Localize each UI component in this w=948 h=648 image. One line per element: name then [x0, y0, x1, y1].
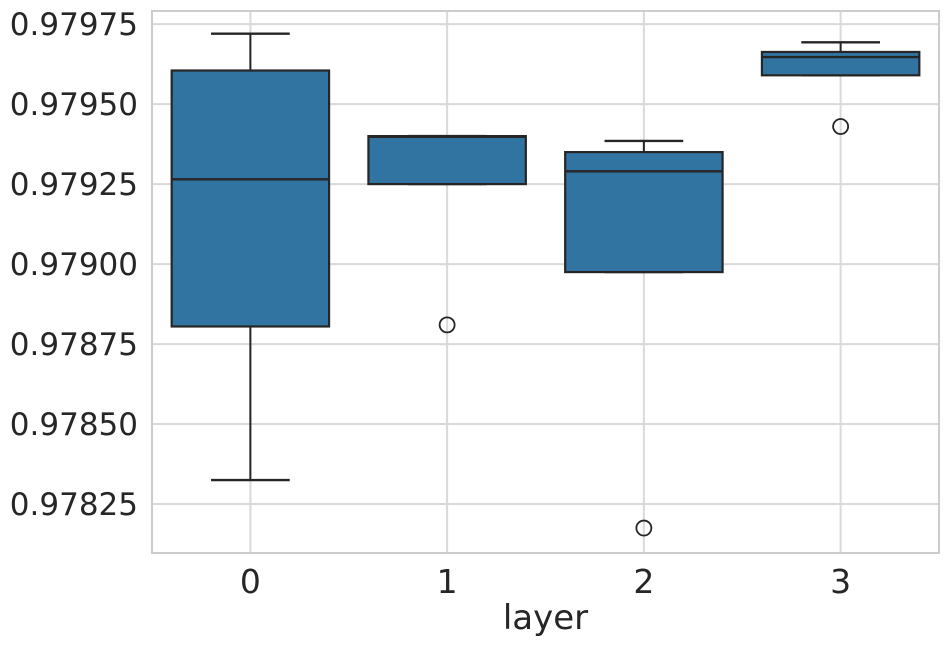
- y-tick-label: 0.97850: [10, 407, 138, 443]
- x-tick-label: 3: [830, 562, 851, 601]
- box-iqr: [760, 50, 921, 77]
- x-axis-title: layer: [502, 598, 589, 638]
- x-tick-label: 0: [240, 562, 261, 601]
- x-tick-label: 2: [633, 562, 654, 601]
- outlier-point: [635, 519, 653, 537]
- plot-border: [151, 10, 940, 554]
- y-tick-label: 0.97950: [10, 87, 138, 123]
- y-tick-label: 0.97900: [10, 247, 138, 283]
- outlier-point: [438, 316, 456, 334]
- y-tick-label: 0.97975: [10, 7, 138, 43]
- box-iqr: [367, 135, 527, 186]
- y-tick-label: 0.97825: [10, 487, 138, 523]
- x-tick-label: 1: [437, 562, 458, 601]
- y-tick-label: 0.97925: [10, 167, 138, 203]
- box-iqr: [170, 69, 331, 328]
- outlier-point: [832, 118, 850, 135]
- y-tick-label: 0.97875: [10, 327, 138, 363]
